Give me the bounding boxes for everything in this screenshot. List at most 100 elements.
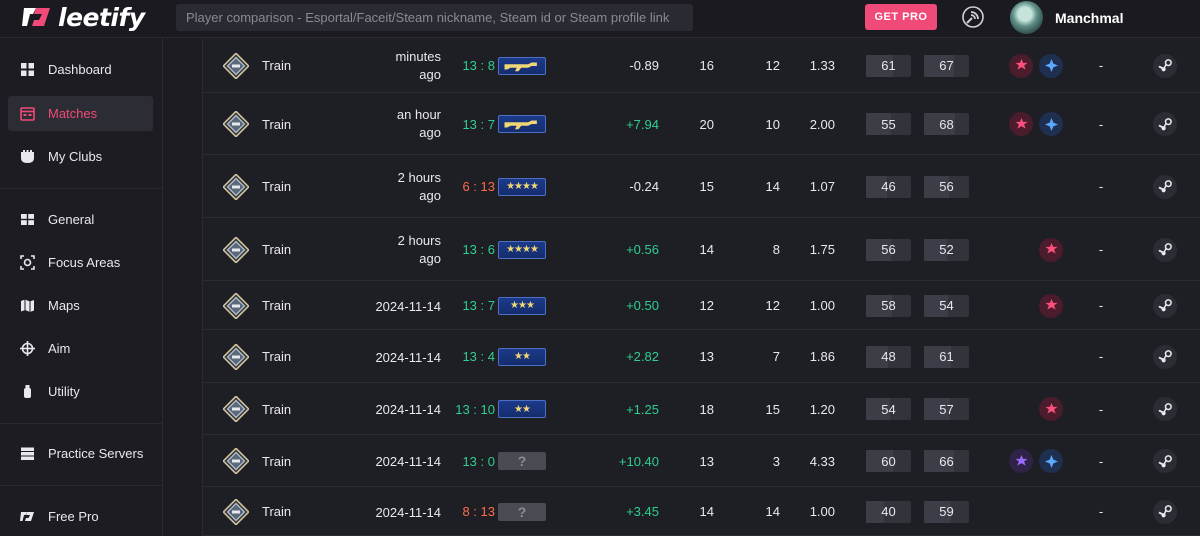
stat-stat2: 57: [924, 398, 969, 420]
stat-value: 55: [881, 116, 896, 132]
sidebar-item-practice-servers[interactable]: Practice Servers: [8, 436, 153, 471]
map-name[interactable]: Train: [262, 298, 292, 313]
map-name[interactable]: Train: [262, 179, 292, 194]
map-name[interactable]: Train: [262, 349, 292, 364]
stat-fill-bar: [924, 294, 948, 317]
score-separator: :: [469, 401, 481, 417]
leetify-rating: -0.24: [629, 179, 659, 194]
highlight-red-star-icon[interactable]: [1039, 397, 1063, 421]
stat-stat2: 67: [924, 54, 969, 77]
table-row[interactable]: Train 2024-11-14 13 : 0? +10.40 13 3 4.33 60 66 -: [203, 435, 1200, 487]
score-team-b: 13: [480, 504, 495, 519]
user-avatar[interactable]: [1010, 1, 1043, 34]
highlight-purple-star-icon[interactable]: [1009, 449, 1033, 473]
rank-badge: ★★★: [498, 296, 546, 315]
table-row[interactable]: Train 2024-11-14 13 : 10 ★★ +1.25 18 15 1.20 54 5…: [203, 383, 1200, 435]
score-team-a: 13: [462, 349, 477, 364]
score-team-a: 13: [462, 453, 477, 469]
stat-stat2: 54: [924, 294, 969, 317]
steam-icon[interactable]: [1153, 449, 1177, 473]
sidebar-item-maps[interactable]: Maps: [8, 288, 153, 323]
stat-stat1: 58: [866, 294, 911, 317]
table-row[interactable]: Train 2 hours ago 13 : 6 ★★★★ +0.56 14 8 1.75 56 5…: [203, 218, 1200, 281]
match-date-line2: ago: [419, 125, 441, 140]
sidebar-item-label: Aim: [48, 341, 71, 356]
placeholder-dash: -: [1098, 453, 1104, 469]
deaths: 10: [765, 116, 780, 132]
stat-fill-bar: [866, 175, 887, 198]
kd-ratio: 2.00: [809, 116, 835, 132]
highlight-red-star-icon[interactable]: [1039, 237, 1063, 262]
get-pro-button[interactable]: GET PRO: [865, 4, 937, 30]
score-team-b: 7: [487, 116, 495, 132]
score-team-a: 13: [462, 116, 477, 132]
username[interactable]: Manchmal: [1055, 10, 1124, 26]
highlight-red-star-icon[interactable]: [1009, 53, 1033, 78]
map-name[interactable]: Train: [262, 242, 292, 257]
placeholder-dash: -: [1098, 179, 1104, 194]
stat-stat2: 68: [924, 113, 969, 135]
table-row[interactable]: Train 2024-11-14 8 : 13? +3.45 14 14 1.00 40 59 -: [203, 487, 1200, 536]
highlight-blue-star-icon[interactable]: [1039, 449, 1063, 473]
match-score: 13 : 4: [455, 349, 495, 364]
table-row[interactable]: Train minutes ago 13 : 8 -0.89 16 12 1.33 61 67 -: [203, 38, 1200, 93]
kills: 15: [699, 179, 714, 194]
score-team-b: 13: [480, 179, 495, 194]
map-name[interactable]: Train: [262, 58, 292, 73]
steam-icon[interactable]: [1153, 397, 1177, 421]
match-date-line1: 2024-11-14: [375, 402, 441, 417]
steam-icon[interactable]: [1153, 293, 1177, 318]
highlight-blue-star-icon[interactable]: [1039, 53, 1063, 78]
leetify-rating: -0.89: [629, 58, 659, 73]
match-date: 2024-11-14: [321, 298, 441, 316]
leetify-logo[interactable]: leetify: [22, 2, 145, 32]
map-name[interactable]: Train: [262, 401, 292, 417]
steam-icon[interactable]: [1153, 499, 1177, 524]
table-row[interactable]: Train 2024-11-14 13 : 7 ★★★ +0.50 12 12 1.00 58 5…: [203, 281, 1200, 330]
logo-text: leetify: [58, 2, 145, 32]
sidebar-item-my-clubs[interactable]: My Clubs: [8, 139, 153, 174]
sidebar-item-aim[interactable]: Aim: [8, 331, 153, 366]
match-date-line2: ago: [419, 250, 441, 266]
stat-stat1: 54: [866, 398, 911, 420]
steam-icon[interactable]: [1153, 237, 1177, 262]
stat-fill-bar: [924, 500, 951, 523]
sidebar-divider: [0, 423, 163, 424]
map-train-icon: [223, 236, 249, 263]
highlight-red-star-icon[interactable]: [1009, 112, 1033, 136]
sidebar-item-utility[interactable]: Utility: [8, 374, 153, 409]
placeholder-dash: -: [1098, 242, 1104, 257]
steam-icon[interactable]: [1153, 174, 1177, 199]
map-name[interactable]: Train: [262, 453, 292, 469]
score-separator: :: [476, 298, 488, 313]
highlight-red-star-icon[interactable]: [1039, 293, 1063, 318]
rank-badge: [498, 56, 546, 75]
sidebar-item-dashboard[interactable]: Dashboard: [8, 52, 153, 87]
match-date-line1: an hour: [396, 107, 441, 122]
sidebar-item-general[interactable]: General: [8, 202, 153, 237]
table-row[interactable]: Train 2024-11-14 13 : 4 ★★ +2.82 13 7 1.86 48 61 -: [203, 330, 1200, 383]
steam-icon[interactable]: [1153, 344, 1177, 369]
sidebar-item-free-pro[interactable]: Free Pro: [8, 499, 153, 534]
table-row[interactable]: Train 2 hours ago 6 : 13 ★★★★ -0.24 15 14 1.07 46…: [203, 155, 1200, 218]
player-search-input[interactable]: [176, 4, 693, 31]
focus-areas-icon: [20, 255, 35, 270]
stat-value: 54: [939, 298, 954, 313]
map-name[interactable]: Train: [262, 504, 292, 519]
match-date-line1: 2 hours: [397, 232, 441, 248]
steam-icon[interactable]: [1153, 53, 1177, 78]
leetify-rating: +7.94: [626, 116, 659, 132]
table-row[interactable]: Train an hour ago 13 : 7 +7.94 20 10 2.00 55 68 -: [203, 93, 1200, 155]
broadcast-icon[interactable]: [962, 6, 984, 28]
leetify-rating: +2.82: [626, 349, 659, 364]
leetify-rating: +0.56: [626, 242, 659, 257]
steam-icon[interactable]: [1153, 112, 1177, 136]
match-score: 13 : 0: [455, 454, 495, 469]
stat-stat2: 66: [924, 450, 969, 472]
stat-stat1: 56: [866, 238, 911, 261]
score-team-a: 13: [462, 242, 477, 257]
sidebar-item-focus-areas[interactable]: Focus Areas: [8, 245, 153, 280]
map-name[interactable]: Train: [262, 116, 292, 132]
highlight-blue-star-icon[interactable]: [1039, 112, 1063, 136]
sidebar-item-matches[interactable]: Matches: [8, 96, 153, 131]
